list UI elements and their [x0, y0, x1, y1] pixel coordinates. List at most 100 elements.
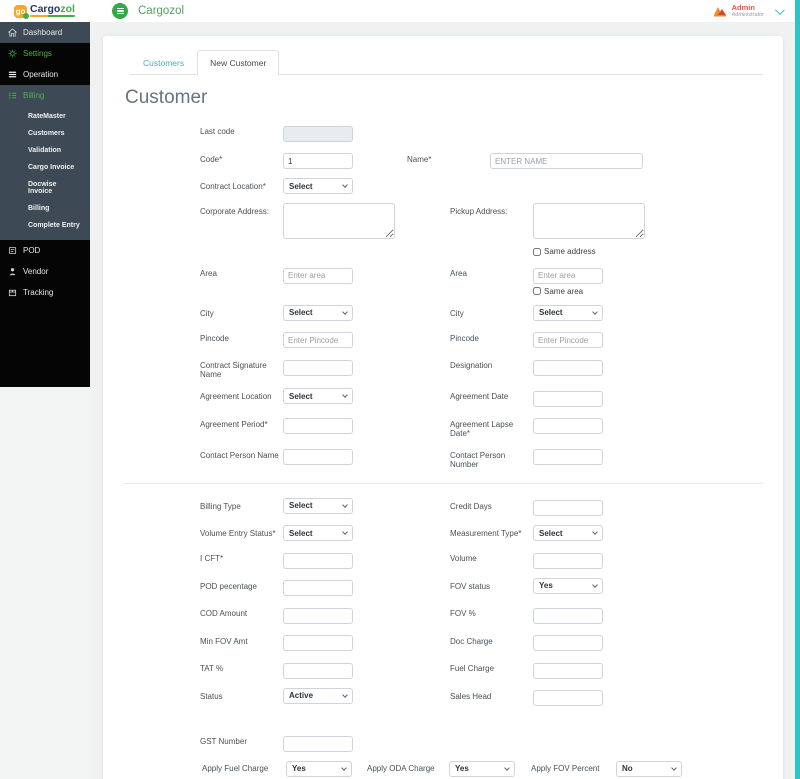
fov-input[interactable] [533, 607, 603, 624]
tat-input[interactable] [283, 662, 353, 679]
sidebar-toggle-button[interactable] [112, 3, 128, 19]
sidebar-item-label: Operation [23, 70, 59, 79]
name-label: Name* [407, 154, 432, 164]
sidebar-subitem-docwise-invoice[interactable]: Docwise Invoice [28, 181, 57, 195]
tab-customers[interactable]: Customers [143, 58, 185, 68]
fov-status-select[interactable]: Yes [533, 577, 603, 594]
agreement-period-label: Agreement Period* [200, 419, 268, 429]
sidebar-item-settings[interactable]: Settings [0, 43, 90, 64]
code-input[interactable] [283, 153, 353, 169]
credit-days-input[interactable] [533, 500, 603, 516]
chevron-down-icon [671, 764, 677, 771]
sidebar-item-dashboard[interactable]: Dashboard [0, 22, 90, 43]
cod-amount-input[interactable] [283, 607, 353, 624]
page-title: Customer [125, 87, 208, 108]
sales-head-label: Sales Head [450, 691, 492, 701]
form-row: Billing Type Select Credit Days [200, 497, 763, 516]
sidebar-item-tracking[interactable]: Tracking [0, 282, 90, 303]
apply-oda-charge-select[interactable]: Yes [449, 760, 515, 777]
contract-location-select-value: Select [289, 181, 313, 191]
sidebar-subitem-customers[interactable]: Customers [28, 130, 65, 137]
customer-form: Last code Code* Name* Contract Location* Sel… [123, 123, 763, 779]
sidebar-subitem-ratemaster[interactable]: RateMaster [28, 113, 66, 120]
sidebar-item-vendor[interactable]: Vendor [0, 261, 90, 282]
form-row: Code* Name* [200, 151, 763, 169]
sidebar-item-label: Vendor [23, 267, 49, 276]
apply-oda-charge-select-value: Yes [455, 764, 469, 773]
last-code-input[interactable] [283, 125, 353, 142]
fuel-charge-input[interactable] [533, 662, 603, 679]
doc-charge-input[interactable] [533, 635, 603, 651]
user-menu[interactable]: Admin Administrator [713, 4, 800, 18]
apply-fuel-charge-select-value: Yes [292, 764, 306, 773]
fuel-charge-label: Fuel Charge [450, 664, 495, 673]
apply-fuel-charge-select[interactable]: Yes [286, 760, 352, 777]
pincode-input[interactable] [533, 332, 603, 348]
contact-person-name-input[interactable] [283, 449, 353, 465]
page-scrollbar[interactable] [795, 0, 800, 779]
sidebar-subitem-validation[interactable]: Validation [28, 147, 62, 154]
form-row: Pincode Pincode [200, 330, 763, 348]
sidebar-subitem-cargo-invoice[interactable]: Cargo Invoice [28, 164, 75, 171]
i-cft-input[interactable] [283, 552, 353, 569]
brand-logo[interactable]: go Cargozol [0, 4, 90, 19]
contact-person-number-input[interactable] [533, 449, 603, 465]
city-select[interactable]: Select [533, 304, 603, 321]
volume-entry-status-select[interactable]: Select [283, 525, 353, 541]
contract-location-select[interactable]: Select [283, 178, 353, 194]
measurement-type-select[interactable]: Select [533, 525, 603, 541]
contract-signature-name-input[interactable] [283, 359, 353, 376]
sidebar-item-operation[interactable]: Operation [0, 64, 90, 85]
code-label: Code* [200, 154, 223, 164]
measurement-type-label: Measurement Type* [450, 529, 522, 538]
gst-number-input[interactable] [283, 735, 353, 752]
agreement-date-input[interactable] [533, 390, 603, 407]
city-label: City [200, 308, 214, 318]
area-input[interactable] [533, 267, 603, 284]
billing-type-select[interactable]: Select [283, 497, 353, 514]
corporate-address-textarea[interactable] [283, 203, 395, 239]
volume-input[interactable] [533, 552, 603, 569]
agreement-lapse-date-input[interactable] [533, 418, 603, 434]
form-row: Area Area Same area [200, 265, 763, 296]
agreement-period-input[interactable] [283, 418, 353, 434]
section-gap [200, 715, 763, 733]
area-input[interactable] [283, 267, 353, 284]
pickup-address-textarea[interactable] [533, 203, 645, 239]
sales-head-input[interactable] [533, 690, 603, 706]
volume-entry-status-select-value: Select [289, 528, 313, 538]
last-code-label: Last code [200, 127, 235, 136]
city-select[interactable]: Select [283, 304, 353, 321]
sidebar-subitem-billing[interactable]: Billing [28, 205, 50, 212]
form-row: TAT % Fuel Charge [200, 660, 763, 679]
pincode-input[interactable] [283, 332, 353, 348]
chevron-down-icon [342, 501, 348, 508]
sidebar-item-pod[interactable]: POD [0, 240, 90, 261]
agreement-location-select[interactable]: Select [283, 388, 353, 404]
min-fov-amt-input[interactable] [283, 635, 353, 651]
home-icon [8, 28, 17, 37]
sidebar-subitem-complete-entry[interactable]: Complete Entry [28, 222, 80, 229]
designation-input[interactable] [533, 359, 603, 376]
tracking-box-icon [8, 288, 17, 297]
status-select[interactable]: Active [283, 687, 353, 704]
chevron-down-icon [504, 764, 510, 771]
sidebar-item-billing[interactable]: Billing [0, 85, 90, 106]
form-row: COD Amount FOV % [200, 605, 763, 624]
apply-fov-percent-select[interactable]: No [616, 760, 682, 777]
same-area-checkbox-label: Same area [544, 286, 584, 296]
user-avatar-icon [713, 6, 726, 16]
pod-pecentage-input[interactable] [283, 580, 353, 596]
name-input[interactable] [490, 153, 643, 169]
sidebar-nav: Dashboard Settings Operation Billing RateMas… [0, 22, 90, 387]
chevron-down-icon[interactable] [774, 4, 785, 15]
chevron-down-icon [341, 764, 347, 771]
tab-new-customer[interactable]: New Customer [197, 50, 280, 75]
same-address-checkbox[interactable] [533, 247, 541, 256]
form-row: Contact Person Name Contact Person Number [200, 447, 763, 469]
fov-status-label: FOV status [450, 581, 491, 591]
sidebar-item-label: Dashboard [23, 28, 63, 37]
same-area-checkbox[interactable] [533, 287, 541, 295]
form-row: POD pecentage FOV status Yes [200, 577, 763, 596]
pincode-label: Pincode [200, 333, 229, 343]
